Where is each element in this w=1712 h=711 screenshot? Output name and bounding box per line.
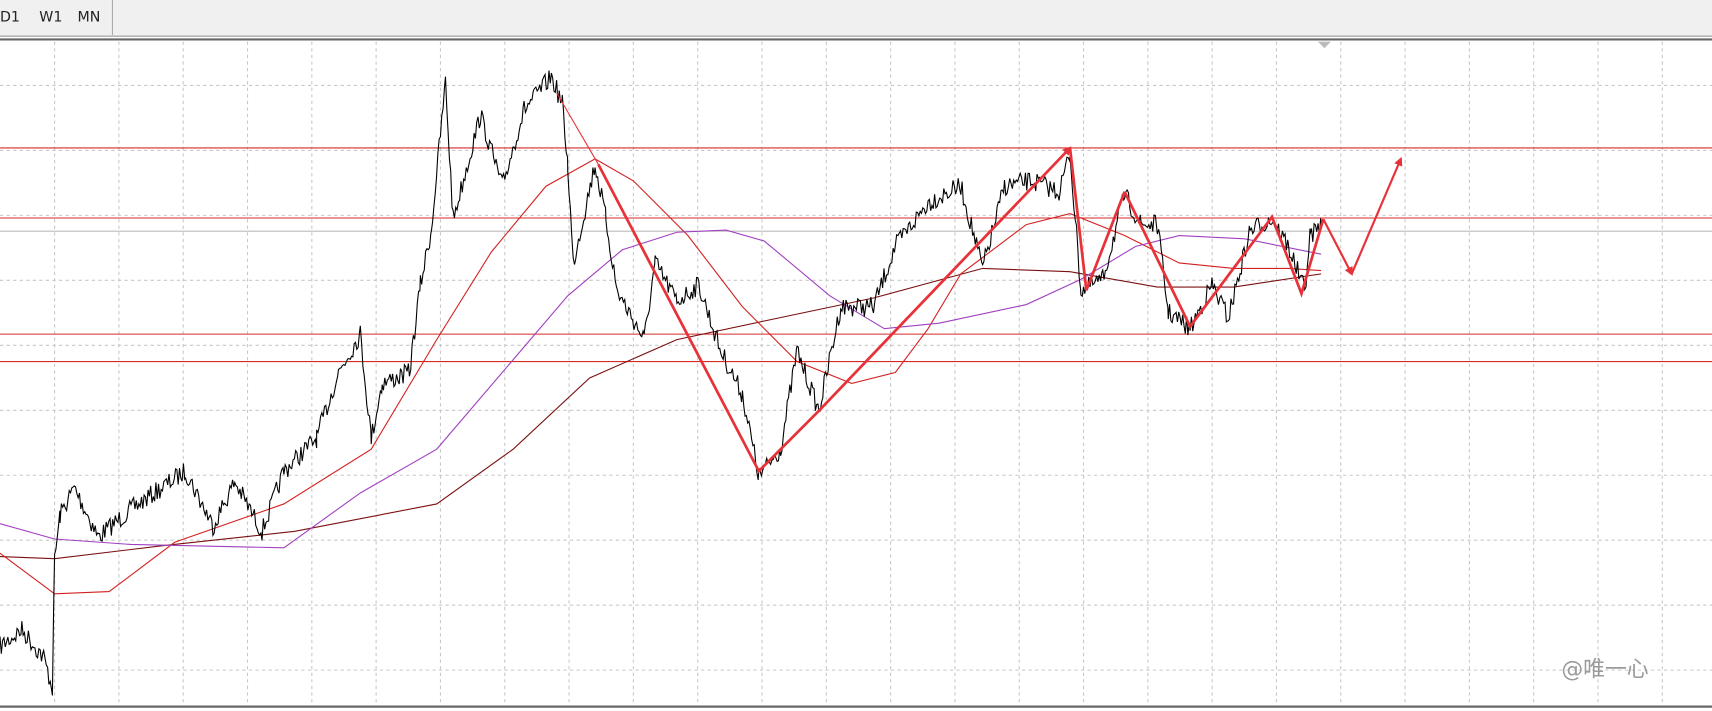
tab[interactable]: MN: [78, 10, 101, 26]
toolbar: [0, 0, 1712, 37]
levels: [0, 147, 1712, 363]
trend-line: [556, 92, 599, 165]
trend-arrow: [817, 146, 1072, 412]
trend-arrow: [1322, 218, 1353, 276]
moving-average: [0, 267, 1322, 560]
trend-line: [1068, 147, 1126, 291]
tab[interactable]: W1: [39, 10, 62, 26]
moving-average: [0, 229, 1322, 549]
tab[interactable]: D1: [0, 10, 20, 26]
trend-arrow: [1350, 156, 1403, 275]
trend-line: [597, 163, 820, 474]
price-line: [0, 70, 1322, 696]
trend-annotations: [556, 92, 1403, 474]
watermark: @唯一心: [1561, 657, 1648, 682]
shift-marker: [1317, 41, 1331, 49]
moving-average: [0, 158, 1322, 595]
trend-line: [1123, 191, 1325, 330]
